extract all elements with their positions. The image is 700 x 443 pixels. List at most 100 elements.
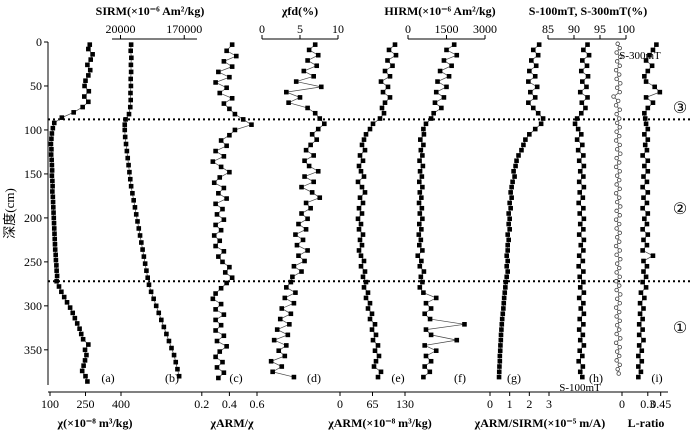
data-point-e (363, 295, 369, 301)
data-point-h-S-100mT (580, 79, 585, 84)
data-point-i (643, 121, 649, 127)
data-point-i (645, 68, 651, 74)
data-point-h-S-100mT (581, 184, 587, 190)
data-point-d (303, 200, 309, 206)
axis-tick-label-e: 65 (367, 397, 379, 411)
data-point-b (139, 240, 144, 245)
data-point-d (309, 132, 315, 137)
data-point-a (83, 373, 88, 379)
data-point-a (78, 331, 84, 337)
data-point-h-S-100mT (576, 200, 581, 206)
data-point-h-S-300mT (614, 111, 619, 117)
data-point-d (299, 269, 304, 274)
data-point-a (51, 210, 56, 215)
data-point-h-S-300mT (613, 217, 619, 222)
data-point-d (290, 274, 295, 280)
data-point-g (514, 158, 519, 164)
axis-tick-label-c: 0.4 (222, 397, 237, 411)
data-point-f (417, 158, 422, 164)
data-point-g (506, 211, 511, 216)
data-point-c (214, 365, 220, 370)
data-point-e (362, 147, 368, 153)
data-point-h-S-300mT (617, 344, 622, 350)
data-point-d (308, 205, 313, 211)
data-point-f (419, 258, 424, 264)
data-point-e (361, 258, 367, 264)
data-point-e (359, 142, 365, 148)
axis-label-c: χARM/χ (209, 416, 254, 430)
data-point-h-S-100mT (581, 174, 586, 179)
data-point-h-S-300mT (613, 67, 619, 73)
data-point-f (418, 274, 424, 280)
data-point-h-S-100mT (581, 279, 586, 285)
data-point-f (435, 79, 440, 84)
data-point-i (641, 195, 646, 200)
data-point-f (427, 369, 433, 375)
data-point-h-S-300mT (614, 76, 619, 82)
data-point-i (637, 300, 643, 306)
data-point-a (85, 62, 90, 68)
axis-label-a: χ(×10⁻⁸ m³/kg) (57, 416, 133, 430)
data-point-b (151, 296, 156, 302)
data-point-g (507, 200, 512, 206)
data-point-d (297, 95, 303, 100)
data-point-b (133, 212, 139, 217)
data-point-g (510, 179, 515, 185)
data-point-d (312, 110, 318, 116)
data-point-h-S-100mT (581, 311, 587, 317)
data-point-h-S-300mT (614, 314, 619, 319)
data-point-h-S-300mT (617, 230, 622, 236)
data-point-g (504, 274, 510, 280)
data-point-i (654, 42, 659, 47)
data-point-c (214, 338, 220, 344)
data-point-h-S-100mT (584, 84, 589, 90)
data-point-h-S-100mT (576, 179, 582, 185)
data-point-h-S-100mT (585, 95, 590, 100)
data-point-i (636, 353, 641, 359)
data-point-h-S-100mT (580, 332, 586, 338)
data-point-i (640, 227, 645, 232)
data-point-h-S-300mT (614, 252, 619, 258)
data-point-h-S-300mT (614, 349, 620, 354)
data-point-h-S-300mT (617, 133, 622, 139)
data-point-i (636, 374, 641, 380)
data-point-a (51, 220, 57, 226)
data-point-h-S-100mT (576, 253, 582, 259)
data-point-e (381, 110, 387, 116)
data-point-e (390, 63, 395, 69)
depth-axis-label: 深度(cm) (2, 188, 17, 239)
data-point-a (86, 73, 91, 78)
data-point-c (232, 127, 238, 133)
data-point-h-S-100mT (577, 221, 583, 227)
data-point-e (360, 232, 366, 237)
data-point-b (128, 62, 134, 68)
data-point-g (507, 227, 512, 232)
data-point-a (79, 368, 85, 374)
data-point-d (305, 248, 310, 253)
data-point-c (218, 301, 224, 307)
data-point-c (216, 254, 221, 259)
data-point-e (387, 74, 393, 79)
data-point-h-S-300mT (617, 265, 622, 271)
data-point-d (301, 68, 307, 74)
data-point-h-S-100mT (579, 100, 585, 105)
data-point-g (528, 89, 533, 95)
data-point-h-S-300mT (618, 54, 623, 60)
data-point-f (422, 311, 427, 317)
data-point-e (358, 253, 364, 259)
data-point-f (439, 105, 444, 111)
axis-tick-label-c: 0.6 (250, 397, 265, 411)
series-line-g (498, 44, 544, 378)
data-point-h-S-300mT (615, 366, 620, 372)
data-point-e (382, 100, 388, 105)
data-point-g (503, 285, 508, 290)
data-point-c (217, 175, 223, 180)
data-point-d (308, 142, 313, 148)
data-point-g (530, 105, 536, 111)
data-point-h-S-300mT (617, 195, 622, 200)
data-point-a (51, 226, 57, 231)
data-point-b (128, 76, 133, 82)
data-point-d (306, 163, 312, 169)
data-point-a (72, 315, 78, 321)
